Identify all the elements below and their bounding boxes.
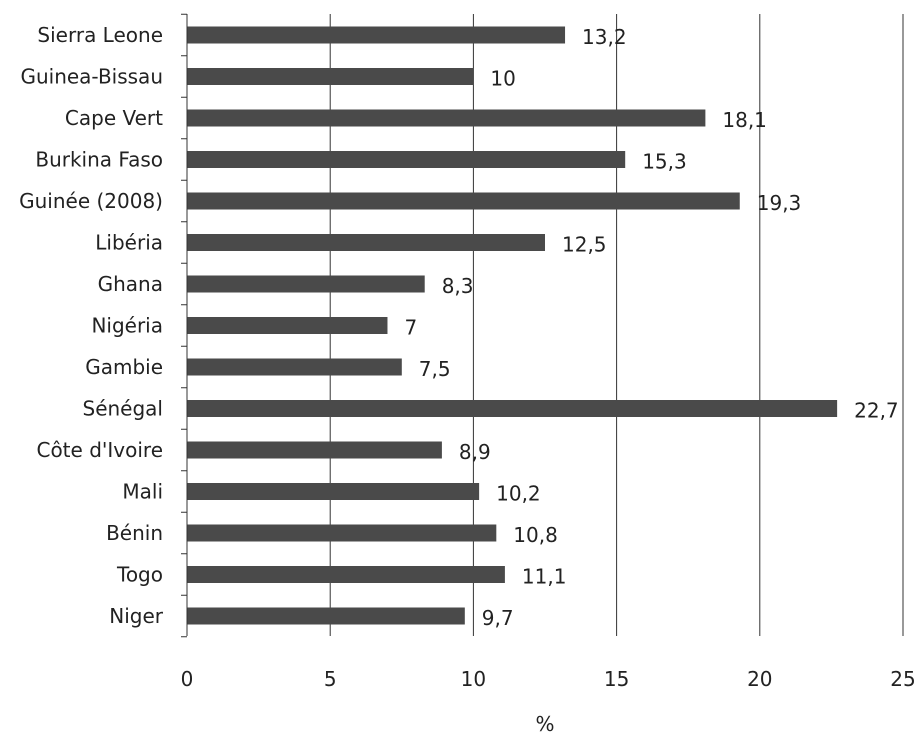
category-label: Nigéria (91, 314, 163, 338)
x-axis-title: % (535, 712, 554, 736)
bar (187, 400, 838, 417)
category-label: Niger (109, 604, 164, 628)
bar (187, 607, 465, 625)
x-tick-label: 0 (181, 667, 194, 691)
x-tick-label: 5 (324, 667, 337, 691)
bar (187, 26, 566, 44)
category-labels: Sierra Leone Guinea-Bissau Cape Vert Burkin… (19, 23, 164, 628)
category-label: Mali (122, 480, 163, 504)
value-labels: 13,2 10 18,1 15,3 19,3 12,5 8,3 77,5 22,7 8,910,2… (404, 25, 898, 630)
x-tick-label: 10 (461, 667, 486, 691)
bar (187, 358, 402, 376)
bar (187, 68, 474, 85)
data-label: 18,1 (722, 108, 767, 132)
data-label: 8,9 (459, 440, 491, 464)
category-label: Sénégal (83, 397, 164, 421)
category-label: Gambie (85, 355, 163, 379)
data-label: 10,8 (513, 523, 558, 547)
data-label: 12,5 (562, 233, 607, 257)
category-label: Côte d'Ivoire (36, 438, 163, 462)
data-label: 15,3 (642, 150, 687, 174)
data-label: 10 (490, 67, 515, 91)
bar (187, 317, 388, 334)
bar (187, 441, 442, 459)
data-label: 11,1 (522, 565, 567, 589)
category-label: Togo (116, 563, 163, 587)
bar (187, 234, 545, 251)
x-tick-label: 25 (890, 667, 915, 691)
data-label: 13,2 (582, 25, 627, 49)
category-label: Ghana (98, 272, 163, 296)
bar (187, 151, 626, 168)
y-axis (181, 13, 188, 638)
data-label: 22,7 (854, 399, 899, 423)
category-label: Bénin (106, 521, 163, 545)
bar (187, 483, 480, 500)
data-label: 8,3 (442, 274, 474, 298)
bars (187, 26, 838, 625)
category-label: Burkina Faso (35, 148, 163, 172)
x-tick-label: 15 (604, 667, 629, 691)
data-label: 19,3 (757, 191, 802, 215)
x-tick-labels: 0 5 10 15 20 25 (181, 667, 915, 691)
x-tick-label: 20 (747, 667, 772, 691)
bar (187, 109, 706, 127)
category-label: Guinée (2008) (19, 189, 163, 213)
data-label: 7,5 (419, 357, 451, 381)
data-label: 10,2 (496, 482, 541, 506)
bar (187, 524, 497, 542)
data-label: 7 (404, 316, 417, 340)
category-label: Sierra Leone (37, 23, 163, 47)
category-label: Cape Vert (65, 106, 163, 130)
category-label: Libéria (95, 231, 163, 255)
bar (187, 275, 425, 293)
category-label: Guinea-Bissau (20, 65, 163, 89)
data-label: 9,7 (482, 606, 514, 630)
bar (187, 566, 505, 583)
bar (187, 192, 740, 210)
